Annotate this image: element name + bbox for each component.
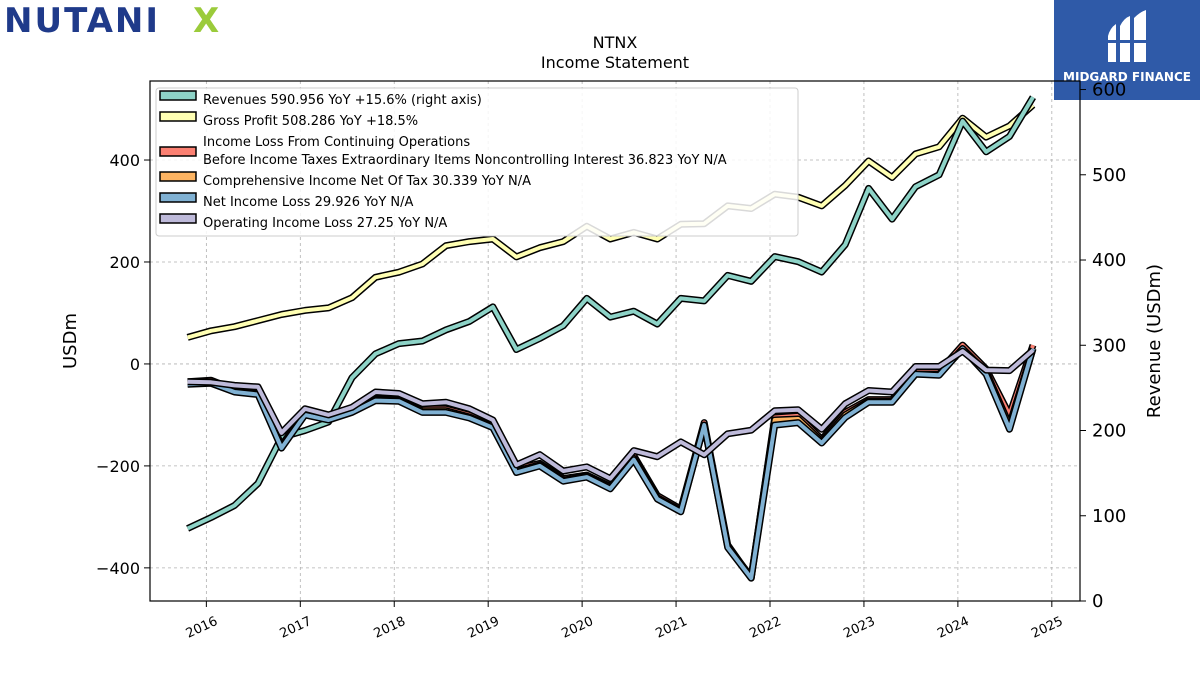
legend: Revenues 590.956 YoY +15.6% (right axis)… [155,87,799,237]
legend-label: Operating Income Loss 27.25 YoY N/A [203,216,447,231]
midgard-logo-mark [1106,10,1148,62]
x-tick-label: 2021 [653,614,689,642]
y-right-tick-label: 300 [1092,335,1126,356]
legend-label: Comprehensive Income Net Of Tax 30.339 Y… [203,174,531,189]
x-tick-label: 2024 [935,614,971,642]
y-tick-label: −200 [96,457,140,476]
legend-swatch [159,213,197,224]
x-tick-label: 2018 [372,614,408,642]
plot-frame [149,80,1081,602]
legend-label: Before Income Taxes Extraordinary Items … [203,153,727,168]
legend-swatch [159,90,197,101]
x-tick-label: 2025 [1029,614,1065,642]
chart-title: NTNX [593,33,638,52]
nutanix-logo: NUTANI X [4,1,219,41]
y-right-tick-label: 0 [1092,591,1103,612]
x-tick-label: 2023 [841,614,877,642]
nutanix-logo-x: X [193,1,219,41]
y-right-tick-label: 500 [1092,165,1126,186]
y-tick-label: 200 [109,253,140,272]
x-tick-label: 2016 [184,614,220,642]
legend-swatch [159,171,197,182]
y-right-tick-label: 200 [1092,421,1126,442]
nutanix-logo-text: NUTANI [4,1,160,41]
y-tick-label: −400 [96,559,140,578]
legend-label: Net Income Loss 29.926 YoY N/A [203,195,414,210]
x-tick-label: 2017 [278,614,314,642]
series-line-net-income-loss [187,346,1035,581]
legend-label: Revenues 590.956 YoY +15.6% (right axis) [203,93,482,108]
x-tick-label: 2022 [747,614,783,642]
series-outline-operating-income-loss [187,347,1036,483]
series-lines [186,95,1037,582]
legend-label: Gross Profit 508.286 YoY +18.5% [203,114,418,129]
y-axis-label: USDm [60,313,81,369]
x-tick-label: 2019 [466,614,502,642]
midgard-finance-logo: MIDGARD FINANCE [1054,0,1200,100]
y-tick-label: 0 [130,355,140,374]
series-line-operating-income-loss [187,348,1035,481]
legend-swatch [159,111,197,122]
legend-box [155,87,799,237]
y-right-tick-label: 600 [1092,80,1126,101]
x-tick-label: 2020 [559,614,595,642]
series-line-gross-profit [187,103,1035,340]
midgard-logo-text: MIDGARD FINANCE [1063,70,1191,84]
y-axis-right-label: Revenue (USDm) [1144,264,1165,418]
legend-label: Income Loss From Continuing Operations [203,135,470,150]
y-tick-label: 400 [109,151,140,170]
legend-swatch [159,192,197,203]
legend-swatch [159,146,197,157]
y-right-tick-label: 400 [1092,250,1126,271]
y-right-tick-label: 100 [1092,506,1126,527]
chart-subtitle: Income Statement [541,53,689,72]
